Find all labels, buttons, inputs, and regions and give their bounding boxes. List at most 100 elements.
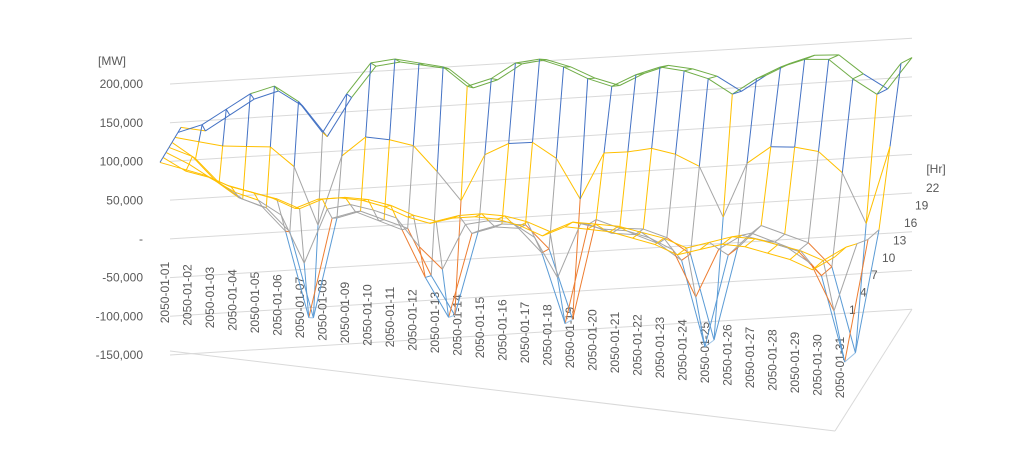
- surface-segment: [162, 152, 167, 158]
- surface-segment: [174, 136, 199, 143]
- surface-segment: [797, 242, 809, 252]
- surface-segment: [643, 228, 668, 239]
- surface-segment: [618, 225, 642, 233]
- surface-segment: [192, 156, 196, 160]
- surface-segment: [595, 152, 605, 220]
- surface-segment: [289, 231, 314, 318]
- surface-segment: [659, 64, 669, 68]
- surface-segment: [454, 200, 462, 316]
- surface-segment: [666, 237, 691, 255]
- surface-segment: [222, 109, 227, 147]
- surface-segment: [280, 214, 305, 264]
- surface-segment: [384, 204, 391, 208]
- surface-segment: [303, 208, 328, 264]
- surface-segment: [227, 184, 232, 188]
- surface-segment: [460, 86, 468, 201]
- surface-segment: [465, 224, 473, 234]
- surface-segment: [640, 231, 650, 239]
- surface-segment: [699, 241, 710, 250]
- surface-segment: [257, 199, 263, 207]
- surface-segment: [407, 145, 414, 229]
- surface-segment: [317, 155, 343, 226]
- surface-segment: [253, 192, 259, 201]
- surface-segment: [838, 54, 864, 75]
- surface-segment: [211, 178, 236, 193]
- surface-segment: [722, 163, 748, 218]
- surface-segment: [413, 214, 437, 222]
- surface-segment: [349, 204, 356, 212]
- surface-segment: [632, 237, 656, 246]
- surface-segment: [225, 93, 251, 110]
- x-tick-label: 2050-01-03: [203, 267, 217, 329]
- surface-segment: [429, 220, 437, 224]
- surface-segment: [822, 246, 847, 261]
- surface-segment: [481, 213, 505, 217]
- surface-segment: [751, 225, 762, 234]
- surface-segment: [448, 233, 473, 318]
- surface-segment: [746, 78, 757, 164]
- surface-segment: [497, 215, 505, 220]
- surface-segment: [718, 248, 729, 256]
- surface-segment: [787, 247, 812, 264]
- surface-segment: [580, 223, 589, 225]
- surface-segment: [619, 73, 645, 86]
- x-tick-label: 2050-01-01: [158, 262, 172, 324]
- surface-segment: [828, 59, 854, 80]
- surface-segment: [412, 62, 420, 146]
- surface-segment: [435, 221, 443, 270]
- surface-segment: [760, 146, 772, 226]
- surface-segment: [844, 239, 869, 363]
- surface-segment: [407, 214, 414, 218]
- y-axis-title: [MW]: [98, 54, 126, 68]
- surface-segment: [373, 209, 397, 219]
- surface-segment: [800, 250, 824, 261]
- surface-segment: [595, 223, 619, 227]
- surface-segment: [878, 146, 891, 230]
- x-tick-label: 2050-01-06: [271, 274, 285, 336]
- surface-segment: [767, 252, 791, 261]
- surface-segment: [182, 168, 206, 176]
- surface-segment: [274, 85, 279, 92]
- surface-segment: [525, 142, 533, 225]
- surface-segment: [708, 75, 718, 80]
- surface-segment: [689, 166, 700, 255]
- surface-segment: [780, 62, 791, 68]
- x-tick-label: 2050-01-10: [361, 284, 375, 346]
- surface-segment: [511, 222, 535, 238]
- surface-segment: [418, 62, 444, 68]
- surface-segment: [754, 238, 765, 242]
- surface-segment: [820, 275, 846, 363]
- y-tick-label: 150,000: [100, 116, 144, 130]
- surface-segment: [686, 247, 697, 298]
- surface-segment: [635, 66, 661, 76]
- surface-segment: [372, 209, 380, 221]
- surface-segment: [501, 143, 510, 225]
- x-tick-label: 2050-01-05: [248, 272, 262, 334]
- surface-segment: [465, 220, 489, 226]
- surface-segment: [234, 191, 259, 201]
- surface-segment: [250, 85, 275, 95]
- surface-segment: [515, 58, 540, 64]
- surface-segment: [555, 66, 565, 159]
- surface-segment: [159, 157, 164, 163]
- surface-segment: [407, 228, 432, 276]
- surface-segment: [587, 78, 612, 87]
- surface-segment: [643, 64, 669, 74]
- surface-segment: [272, 197, 277, 200]
- surface-segment: [257, 199, 282, 216]
- surface-segment: [863, 73, 888, 90]
- surface-segment: [384, 206, 408, 218]
- surface-segment: [546, 59, 572, 68]
- surface-segment: [339, 196, 346, 199]
- surface-segment: [188, 156, 193, 165]
- surface-segment: [395, 217, 403, 230]
- surface-segment: [261, 206, 286, 232]
- surface-segment: [346, 93, 352, 98]
- surface-segment: [249, 93, 255, 100]
- depth-axis-title: [Hr]: [926, 162, 945, 176]
- surface-segment: [876, 63, 902, 95]
- surface-segment: [308, 218, 333, 318]
- surface-segment: [557, 277, 566, 324]
- surface-segment: [632, 231, 642, 239]
- surface-segment: [865, 94, 878, 224]
